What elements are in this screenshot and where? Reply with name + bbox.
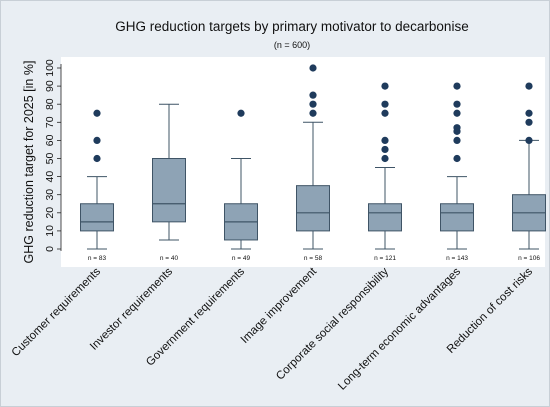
outlier-point bbox=[309, 91, 317, 99]
outlier-point bbox=[309, 109, 317, 117]
box-group bbox=[224, 109, 258, 250]
x-tick-label: Corporate social responsibility bbox=[274, 265, 391, 382]
n-label: n = 83 bbox=[88, 255, 107, 262]
outlier-point bbox=[525, 109, 533, 117]
y-tick-label: 20 bbox=[44, 207, 56, 219]
y-tick-label: 100 bbox=[44, 59, 56, 77]
outlier-point bbox=[453, 100, 461, 108]
n-label: n = 143 bbox=[446, 255, 468, 262]
outlier-point bbox=[93, 109, 101, 117]
box-group bbox=[512, 82, 546, 250]
box-group bbox=[368, 82, 402, 250]
outlier-point bbox=[525, 118, 533, 126]
iqr-box bbox=[440, 203, 474, 232]
y-tick-label: 40 bbox=[44, 171, 56, 183]
outlier-point bbox=[381, 100, 389, 108]
outlier-point bbox=[381, 82, 389, 90]
outlier-point bbox=[525, 136, 533, 144]
outlier-point bbox=[381, 145, 389, 154]
y-tick-label: 60 bbox=[44, 134, 56, 146]
iqr-box bbox=[368, 203, 402, 232]
outlier-point bbox=[93, 136, 101, 144]
n-label: n = 106 bbox=[518, 255, 540, 262]
y-axis: 0 10 20 30 40 50 60 70 80 90 100 bbox=[44, 59, 62, 252]
n-label: n = 49 bbox=[232, 255, 251, 262]
box-group bbox=[440, 82, 474, 250]
outlier-point bbox=[309, 100, 317, 108]
n-labels-layer: n = 83 n = 40 n = 49 n = 58 n = 121 n = 143 n … bbox=[88, 255, 540, 262]
plot-area bbox=[61, 57, 545, 267]
y-tick-label: 50 bbox=[44, 153, 56, 165]
n-label: n = 58 bbox=[304, 255, 323, 262]
y-tick-label: 90 bbox=[44, 80, 56, 92]
x-tick-label: Reduction of cost risks bbox=[445, 265, 535, 355]
y-axis-label: GHG reduction target for 2025 [in %] bbox=[22, 61, 36, 264]
outlier-point bbox=[381, 109, 389, 117]
iqr-box bbox=[152, 158, 186, 223]
outlier-point bbox=[453, 82, 461, 90]
y-tick-label: 80 bbox=[44, 98, 56, 110]
outlier-point bbox=[525, 82, 533, 90]
chart-title: GHG reduction targets by primary motivat… bbox=[115, 19, 468, 34]
box-group bbox=[152, 103, 186, 241]
outlier-point bbox=[453, 136, 461, 144]
outlier-point bbox=[453, 124, 461, 132]
outlier-point bbox=[381, 154, 389, 163]
box-group bbox=[296, 64, 330, 250]
iqr-box bbox=[80, 203, 114, 232]
outlier-point bbox=[93, 154, 101, 163]
outlier-point bbox=[309, 64, 317, 72]
box-group bbox=[80, 109, 114, 250]
x-tick-label: Image improvement bbox=[239, 265, 320, 346]
boxes-layer bbox=[80, 64, 546, 250]
x-tick-label: Long-term economic advantages bbox=[336, 265, 463, 392]
iqr-box bbox=[296, 185, 330, 232]
y-tick-label: 30 bbox=[44, 189, 56, 201]
n-label: n = 121 bbox=[374, 255, 396, 262]
outlier-point bbox=[237, 109, 245, 117]
outlier-point bbox=[453, 154, 461, 163]
outlier-point bbox=[381, 136, 389, 144]
y-tick-label: 10 bbox=[44, 225, 56, 237]
n-label: n = 40 bbox=[160, 255, 179, 262]
chart-subtitle: (n = 600) bbox=[274, 40, 310, 50]
x-tick-label: Investor requirements bbox=[88, 265, 175, 352]
y-tick-label: 70 bbox=[44, 116, 56, 128]
outlier-point bbox=[453, 109, 461, 117]
y-tick-label: 0 bbox=[44, 246, 56, 252]
